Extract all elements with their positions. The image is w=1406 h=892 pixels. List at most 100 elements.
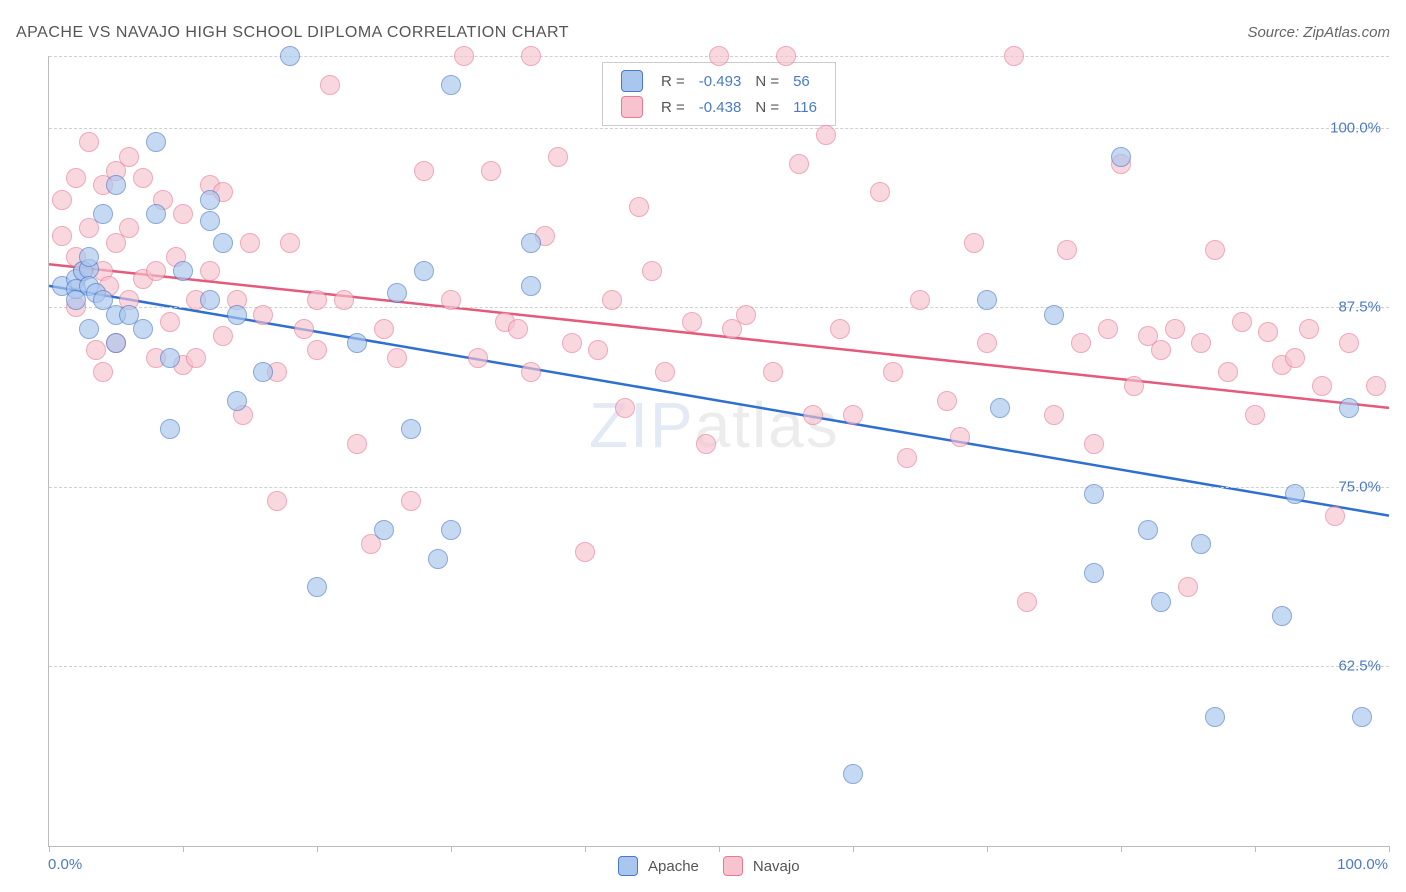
scatter-point bbox=[1084, 563, 1104, 583]
scatter-point bbox=[1111, 147, 1131, 167]
legend-item: Apache bbox=[618, 856, 699, 876]
scatter-point bbox=[1044, 305, 1064, 325]
source-label: Source: ZipAtlas.com bbox=[1247, 24, 1390, 41]
scatter-point bbox=[173, 261, 193, 281]
scatter-point bbox=[401, 419, 421, 439]
scatter-point bbox=[79, 319, 99, 339]
scatter-point bbox=[1285, 348, 1305, 368]
r-label: R = bbox=[655, 69, 691, 93]
scatter-point bbox=[160, 348, 180, 368]
scatter-point bbox=[227, 391, 247, 411]
scatter-point bbox=[1004, 46, 1024, 66]
scatter-point bbox=[736, 305, 756, 325]
scatter-point bbox=[133, 168, 153, 188]
scatter-point bbox=[441, 290, 461, 310]
scatter-point bbox=[66, 290, 86, 310]
scatter-point bbox=[1339, 398, 1359, 418]
scatter-point bbox=[294, 319, 314, 339]
scatter-point bbox=[1098, 319, 1118, 339]
scatter-point bbox=[883, 362, 903, 382]
trendline bbox=[49, 264, 1389, 408]
scatter-point bbox=[964, 233, 984, 253]
scatter-point bbox=[307, 340, 327, 360]
scatter-point bbox=[1272, 606, 1292, 626]
gridline bbox=[49, 128, 1389, 129]
gridline bbox=[49, 666, 1389, 667]
scatter-point bbox=[990, 398, 1010, 418]
scatter-point bbox=[387, 348, 407, 368]
y-tick-label: 75.0% bbox=[1338, 478, 1381, 495]
scatter-point bbox=[173, 204, 193, 224]
scatter-point bbox=[106, 333, 126, 353]
legend-label: Apache bbox=[648, 858, 699, 875]
scatter-point bbox=[682, 312, 702, 332]
x-tick bbox=[1389, 846, 1390, 852]
scatter-point bbox=[830, 319, 850, 339]
scatter-point bbox=[133, 319, 153, 339]
scatter-point bbox=[106, 175, 126, 195]
scatter-point bbox=[897, 448, 917, 468]
gridline bbox=[49, 487, 1389, 488]
scatter-point bbox=[816, 125, 836, 145]
swatch-icon bbox=[621, 70, 643, 92]
r-value: -0.493 bbox=[693, 69, 748, 93]
scatter-point bbox=[146, 204, 166, 224]
scatter-point bbox=[1057, 240, 1077, 260]
scatter-point bbox=[200, 190, 220, 210]
scatter-point bbox=[347, 333, 367, 353]
x-tick bbox=[719, 846, 720, 852]
scatter-point bbox=[52, 190, 72, 210]
legend-item: Navajo bbox=[723, 856, 800, 876]
scatter-point bbox=[200, 290, 220, 310]
scatter-point bbox=[629, 197, 649, 217]
scatter-point bbox=[1325, 506, 1345, 526]
scatter-point bbox=[200, 261, 220, 281]
r-label: R = bbox=[655, 95, 691, 119]
scatter-point bbox=[977, 333, 997, 353]
scatter-point bbox=[1165, 319, 1185, 339]
x-tick bbox=[1255, 846, 1256, 852]
scatter-point bbox=[508, 319, 528, 339]
y-tick-label: 62.5% bbox=[1338, 658, 1381, 675]
scatter-point bbox=[93, 204, 113, 224]
x-axis-end: 100.0% bbox=[1337, 856, 1388, 873]
scatter-point bbox=[146, 132, 166, 152]
scatter-point bbox=[213, 233, 233, 253]
scatter-point bbox=[253, 305, 273, 325]
n-value: 116 bbox=[787, 95, 823, 119]
legend-label: Navajo bbox=[753, 858, 800, 875]
scatter-point bbox=[374, 319, 394, 339]
scatter-point bbox=[267, 491, 287, 511]
scatter-point bbox=[119, 218, 139, 238]
watermark-thin: atlas bbox=[695, 389, 840, 461]
scatter-point bbox=[320, 75, 340, 95]
scatter-point bbox=[401, 491, 421, 511]
scatter-point bbox=[428, 549, 448, 569]
scatter-point bbox=[1084, 484, 1104, 504]
n-value: 56 bbox=[787, 69, 823, 93]
scatter-point bbox=[1352, 707, 1372, 727]
scatter-point bbox=[160, 312, 180, 332]
scatter-point bbox=[843, 764, 863, 784]
r-value: -0.438 bbox=[693, 95, 748, 119]
x-tick bbox=[1121, 846, 1122, 852]
scatter-point bbox=[146, 261, 166, 281]
scatter-point bbox=[347, 434, 367, 454]
scatter-point bbox=[696, 434, 716, 454]
x-tick bbox=[987, 846, 988, 852]
scatter-point bbox=[1044, 405, 1064, 425]
scatter-point bbox=[870, 182, 890, 202]
scatter-point bbox=[1205, 240, 1225, 260]
scatter-point bbox=[575, 542, 595, 562]
scatter-point bbox=[93, 362, 113, 382]
swatch-icon bbox=[723, 856, 743, 876]
scatter-point bbox=[548, 147, 568, 167]
scatter-point bbox=[1339, 333, 1359, 353]
scatter-point bbox=[52, 226, 72, 246]
scatter-point bbox=[387, 283, 407, 303]
scatter-point bbox=[843, 405, 863, 425]
swatch-icon bbox=[618, 856, 638, 876]
gridline bbox=[49, 307, 1389, 308]
plot-area: ZIPatlas R =-0.493N =56R =-0.438N =116 6… bbox=[48, 56, 1389, 847]
x-tick bbox=[183, 846, 184, 852]
